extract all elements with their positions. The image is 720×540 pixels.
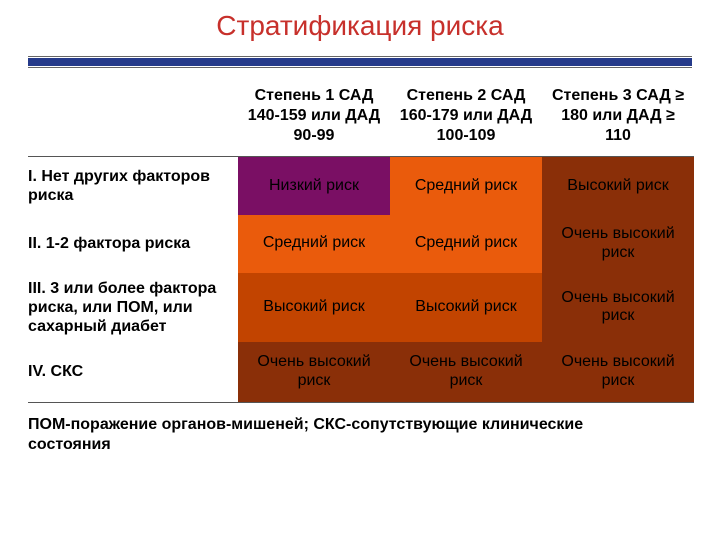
page-title: Стратификация риска	[28, 10, 692, 56]
blue-bar	[28, 58, 692, 66]
risk-cell: Низкий риск	[238, 157, 390, 215]
row-label: III. 3 или более фактора риска, или ПОМ,…	[28, 273, 238, 343]
risk-cell: Высокий риск	[238, 273, 390, 343]
risk-cell: Очень высокий риск	[238, 342, 390, 402]
table-header-row: Степень 1 САД 140-159 или ДАД 90-99 Степ…	[28, 82, 694, 157]
table-row: IV. СКС Очень высокий риск Очень высокий…	[28, 342, 694, 402]
divider-top	[28, 56, 692, 57]
risk-cell: Очень высокий риск	[542, 342, 694, 402]
col-header-1: Степень 1 САД 140-159 или ДАД 90-99	[238, 82, 390, 157]
risk-cell: Средний риск	[390, 157, 542, 215]
row-label: IV. СКС	[28, 342, 238, 402]
risk-cell: Высокий риск	[542, 157, 694, 215]
risk-cell: Очень высокий риск	[542, 215, 694, 273]
risk-cell: Очень высокий риск	[390, 342, 542, 402]
table-row: I. Нет других факторов риска Низкий риск…	[28, 157, 694, 215]
risk-table-body: I. Нет других факторов риска Низкий риск…	[28, 157, 694, 403]
risk-table: Степень 1 САД 140-159 или ДАД 90-99 Степ…	[28, 82, 694, 403]
risk-cell: Высокий риск	[390, 273, 542, 343]
row-label: II. 1-2 фактора риска	[28, 215, 238, 273]
risk-cell: Очень высокий риск	[542, 273, 694, 343]
divider-bottom	[28, 67, 692, 68]
col-header-2: Степень 2 САД 160-179 или ДАД 100-109	[390, 82, 542, 157]
header-empty	[28, 82, 238, 157]
slide: Стратификация риска Степень 1 САД 140-15…	[0, 0, 720, 455]
table-row: III. 3 или более фактора риска, или ПОМ,…	[28, 273, 694, 343]
risk-cell: Средний риск	[238, 215, 390, 273]
col-header-3: Степень 3 САД ≥ 180 или ДАД ≥ 110	[542, 82, 694, 157]
row-label: I. Нет других факторов риска	[28, 157, 238, 215]
footnote: ПОМ-поражение органов-мишеней; СКС-сопут…	[28, 415, 692, 455]
risk-cell: Средний риск	[390, 215, 542, 273]
table-row: II. 1-2 фактора риска Средний риск Средн…	[28, 215, 694, 273]
risk-table-wrap: Степень 1 САД 140-159 или ДАД 90-99 Степ…	[28, 82, 692, 403]
